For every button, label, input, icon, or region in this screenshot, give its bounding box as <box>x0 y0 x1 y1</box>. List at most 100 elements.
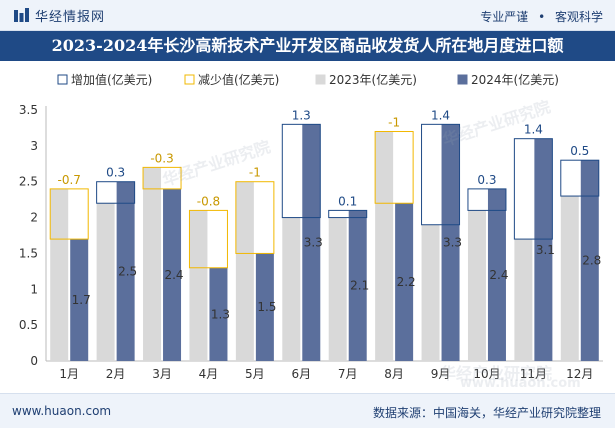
title-band: 2023-2024年长沙高新技术产业开发区商品收发货人所在地月度进口额 <box>0 31 615 61</box>
bar-2023 <box>560 196 579 361</box>
change-label: 1.4 <box>524 123 543 137</box>
change-label: 0.3 <box>477 173 496 187</box>
legend-swatch <box>57 74 68 85</box>
x-tick-label: 3月 <box>152 367 172 381</box>
chart: 增加值(亿美元) 减少值(亿美元) 2023年(亿美元) 2024年(亿美元) 0 0.5… <box>19 72 603 381</box>
bar-2024 <box>209 267 228 361</box>
y-tick-label: 3 <box>30 139 38 153</box>
bar-2023 <box>467 210 486 361</box>
watermark: www.huaon.com <box>460 376 581 391</box>
bar-2023 <box>421 224 440 361</box>
legend-label: 减少值(亿美元) <box>198 72 279 87</box>
y-tick-label: 1.5 <box>19 246 38 260</box>
bar-2024-label: 2.8 <box>582 254 601 268</box>
bar-2024 <box>580 160 599 361</box>
y-tick-label: 1 <box>30 282 38 296</box>
legend-swatch <box>184 74 195 85</box>
decrease-box <box>235 181 275 254</box>
increase-box <box>560 159 600 197</box>
increase-box <box>96 181 136 204</box>
bar-2024 <box>487 188 506 361</box>
bar-2023 <box>328 217 347 361</box>
change-label: 1.4 <box>431 108 450 122</box>
x-tick-label: 9月 <box>431 367 451 381</box>
bar-2024-label: 1.5 <box>257 300 276 314</box>
bar-2024 <box>534 138 553 361</box>
increase-box <box>328 209 368 219</box>
bar-2023 <box>96 203 115 361</box>
change-label: -1 <box>388 116 400 130</box>
change-label: -1 <box>249 166 261 180</box>
bar-2024-label: 3.1 <box>536 243 555 257</box>
increase-box <box>513 138 553 240</box>
tag-professional: 专业严谨 <box>480 10 529 24</box>
increase-box <box>467 188 507 211</box>
increase-box <box>421 123 461 226</box>
y-tick-label: 3.5 <box>19 103 38 117</box>
legend-label: 增加值(亿美元) <box>71 72 152 87</box>
x-tick-label: 8月 <box>384 367 404 381</box>
bar-2024-label: 3.3 <box>304 236 323 250</box>
bar-2024 <box>441 124 460 361</box>
bullet-separator-icon: • <box>538 10 546 24</box>
data-source: 数据来源：中国海关，华经产业研究院整理 <box>372 406 601 420</box>
y-tick-label: 0 <box>30 354 38 368</box>
decrease-box <box>49 188 89 240</box>
top-bar: 华经情报网 专业严谨 • 客观科学 <box>0 0 615 31</box>
bar-2023 <box>514 239 533 361</box>
legend-swatch <box>315 74 326 85</box>
x-tick-label: 6月 <box>291 367 311 381</box>
x-tick-label: 2月 <box>106 367 126 381</box>
brand-name: 华经情报网 <box>35 10 106 25</box>
bar-2023 <box>189 210 208 361</box>
footer: www.huaon.com 数据来源：中国海关，华经产业研究院整理 <box>0 393 615 428</box>
watermark: 华经产业研究院 <box>440 364 553 383</box>
bar-2023 <box>282 217 301 361</box>
bar-2024 <box>163 188 182 361</box>
bar-2024-label: 1.7 <box>72 293 91 307</box>
footer-url[interactable]: www.huaon.com <box>12 404 112 418</box>
bar-2024-label: 1.3 <box>211 307 230 321</box>
y-tick-label: 0.5 <box>19 318 38 332</box>
decrease-box <box>188 209 228 269</box>
bar-2024 <box>116 181 135 361</box>
x-tick-label: 12月 <box>566 367 593 381</box>
change-label: -0.3 <box>150 151 173 165</box>
bar-2024 <box>70 239 89 361</box>
x-tick-label: 5月 <box>245 367 265 381</box>
x-tick-label: 4月 <box>199 367 219 381</box>
decrease-box <box>374 131 414 204</box>
bar-2024-label: 2.1 <box>350 279 369 293</box>
header-tags: 专业严谨 • 客观科学 <box>480 8 603 25</box>
change-label: 0.5 <box>570 144 589 158</box>
bar-2024-label: 2.4 <box>489 268 508 282</box>
brand[interactable]: 华经情报网 <box>14 6 105 25</box>
bar-2024-label: 3.3 <box>443 236 462 250</box>
bar-2024-label: 2.5 <box>118 264 137 278</box>
bar-2024 <box>395 203 414 361</box>
tag-objective: 客观科学 <box>554 10 603 24</box>
decrease-box <box>142 166 182 190</box>
change-label: 0.1 <box>338 194 357 208</box>
bar-2024 <box>348 210 367 361</box>
change-label: 1.3 <box>292 108 311 122</box>
bar-2023 <box>143 167 162 361</box>
y-tick-label: 2 <box>30 211 38 225</box>
bar-2024-label: 2.2 <box>397 275 416 289</box>
change-label: 0.3 <box>106 166 125 180</box>
legend-label: 2023年(亿美元) <box>329 72 417 87</box>
x-tick-label: 11月 <box>520 367 547 381</box>
bar-2024 <box>302 124 321 361</box>
bar-2024-label: 2.4 <box>164 268 183 282</box>
x-tick-label: 1月 <box>59 367 79 381</box>
chart-title: 2023-2024年长沙高新技术产业开发区商品收发货人所在地月度进口额 <box>51 36 564 55</box>
bar-2023 <box>50 188 69 361</box>
x-tick-label: 10月 <box>473 367 500 381</box>
bar-2023 <box>235 181 254 361</box>
change-label: -0.8 <box>197 194 220 208</box>
y-tick-label: 2.5 <box>19 175 38 189</box>
legend-swatch <box>457 74 468 85</box>
x-tick-label: 7月 <box>338 367 358 381</box>
brand-logo-icon <box>14 7 29 22</box>
bar-2024 <box>255 253 274 361</box>
